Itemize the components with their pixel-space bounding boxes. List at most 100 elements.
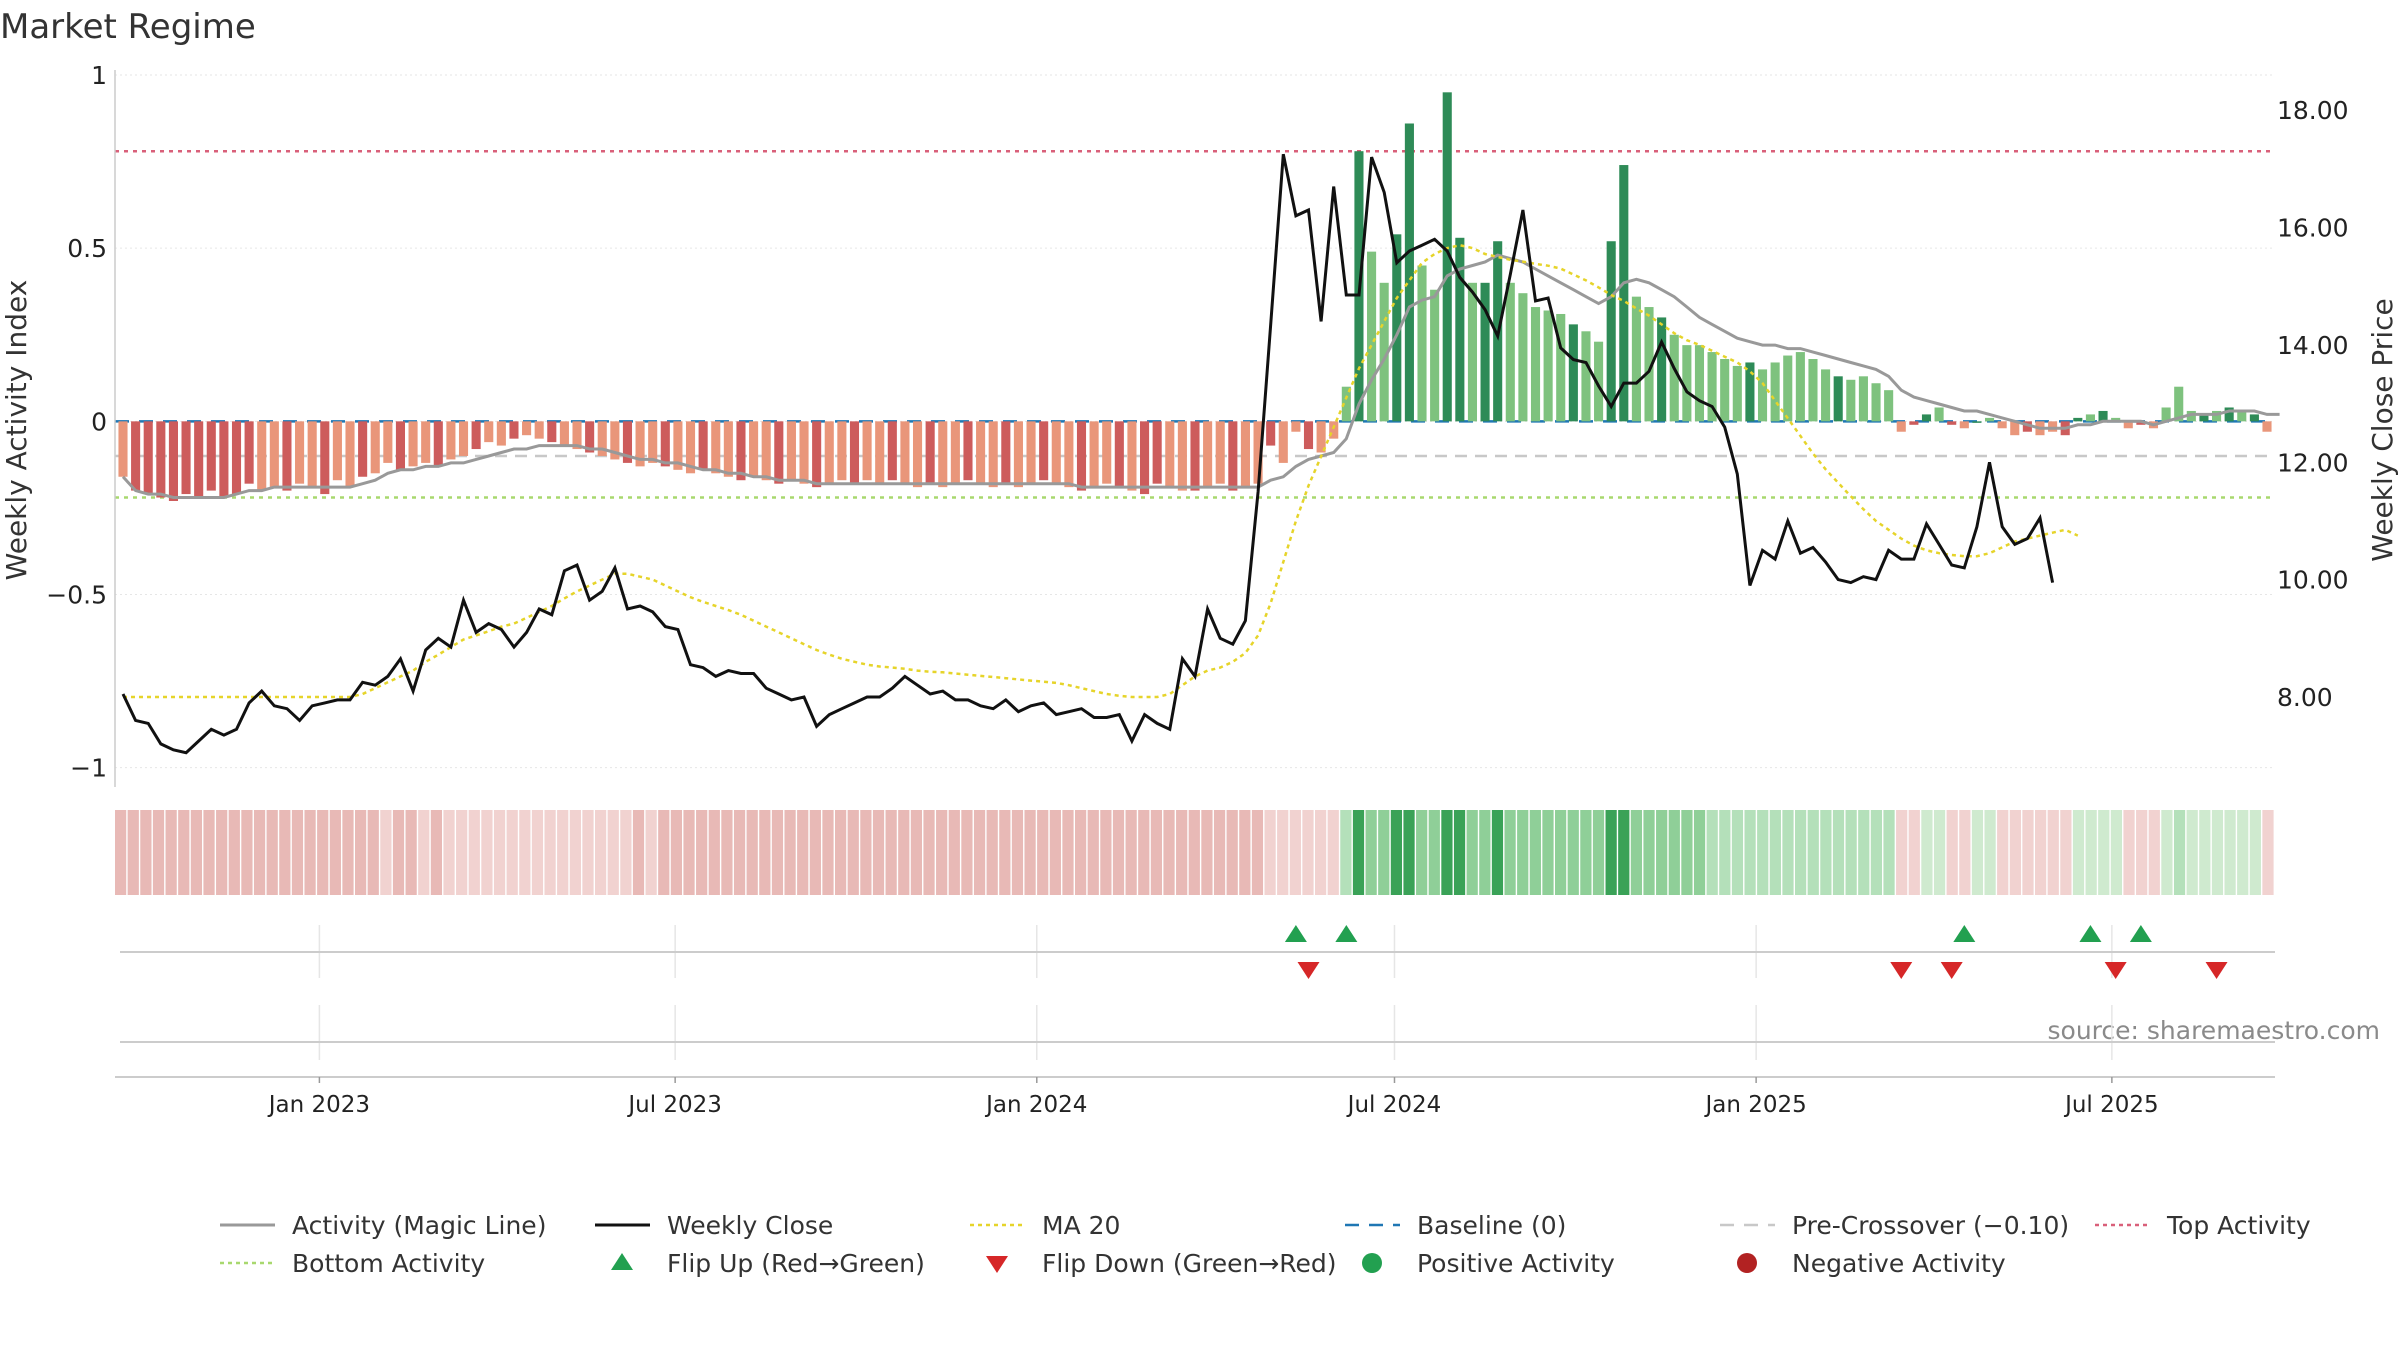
regime-cell (2249, 810, 2261, 895)
flip-down-marker (2205, 962, 2228, 979)
activity-bar (1808, 359, 1818, 422)
regime-cell (1845, 810, 1857, 895)
legend-label: Baseline (0) (1417, 1211, 1566, 1240)
activity-bar (900, 421, 910, 484)
activity-bar (2111, 417, 2121, 422)
activity-bar (1556, 313, 1566, 422)
regime-cell (1150, 810, 1163, 895)
activity-bar (1102, 421, 1112, 484)
regime-cell (317, 810, 329, 895)
activity-bar (786, 421, 796, 481)
flip-up-marker (1335, 925, 1358, 942)
regime-cell (1024, 810, 1036, 895)
flip-down-marker (1940, 962, 1963, 979)
activity-bar (1770, 362, 1780, 422)
activity-bar (1631, 296, 1641, 422)
activity-bar (749, 421, 759, 477)
regime-cell (2148, 810, 2160, 895)
regime-cell (241, 810, 253, 895)
activity-bar (1114, 421, 1124, 488)
regime-cell (1075, 810, 1087, 895)
activity-bar (761, 421, 771, 481)
regime-cell (607, 810, 619, 895)
regime-cell (733, 810, 746, 895)
activity-bar (1795, 352, 1805, 422)
regime-cell (1580, 810, 1592, 895)
legend-swatch-flip-down (986, 1256, 1008, 1273)
activity-bar (1177, 421, 1187, 491)
regime-cell (1555, 810, 1567, 895)
regime-cell (809, 810, 821, 895)
activity-bar (194, 421, 204, 498)
activity-bar (1821, 369, 1831, 422)
activity-bar (1997, 421, 2007, 429)
activity-bar (244, 421, 254, 484)
regime-cell (1277, 810, 1289, 895)
activity-bar (1871, 383, 1881, 422)
legend-swatch-flip-up (611, 1253, 633, 1270)
regime-strip (115, 810, 2274, 895)
activity-bar (2237, 410, 2247, 422)
regime-cell (1491, 810, 1504, 895)
regime-cell (557, 810, 569, 895)
y2-tick-label: 16.00 (2277, 214, 2349, 243)
y2-tick-label: 18.00 (2277, 96, 2349, 125)
regime-cell (2072, 810, 2085, 895)
activity-bar (1278, 421, 1288, 463)
activity-bar (1455, 237, 1465, 422)
activity-bar (1959, 421, 1969, 429)
activity-bar (1026, 421, 1036, 484)
activity-bar (1858, 376, 1868, 422)
regime-cell (140, 810, 152, 895)
activity-bar (1606, 241, 1616, 422)
regime-cell (2199, 810, 2211, 895)
activity-bar (912, 421, 923, 488)
flip-down-marker (2104, 962, 2127, 979)
activity-bar (2085, 414, 2095, 422)
regime-cell (1921, 810, 1933, 895)
legend-label: MA 20 (1042, 1211, 1120, 1240)
activity-bar (547, 421, 557, 443)
activity-bar (1329, 421, 1339, 439)
activity-bar (1581, 331, 1591, 422)
activity-bar (988, 421, 998, 488)
legend-label: Activity (Magic Line) (292, 1211, 546, 1240)
regime-cell (923, 810, 935, 895)
legend-label: Top Activity (2166, 1211, 2311, 1240)
y2-tick-label: 10.00 (2277, 566, 2349, 595)
activity-bar (1367, 251, 1377, 422)
activity-bar (383, 421, 393, 463)
activity-bar (635, 421, 645, 467)
regime-cell (2098, 810, 2110, 895)
regime-cell (835, 810, 847, 895)
regime-cell (228, 810, 240, 895)
regime-cell (1239, 810, 1251, 895)
regime-cell (1946, 810, 1958, 895)
regime-cell (2136, 810, 2148, 895)
regime-cell (1327, 810, 1339, 895)
activity-bar (1984, 417, 1995, 422)
activity-bar (421, 421, 431, 463)
regime-cell (1908, 810, 1920, 895)
activity-bar (862, 421, 872, 481)
activity-bar (1921, 414, 1932, 422)
regime-cell (771, 810, 784, 895)
activity-bar (219, 421, 229, 498)
activity-bar (1089, 421, 1099, 488)
legend-swatch-positive-activity (1362, 1253, 1382, 1273)
activity-bar (295, 421, 305, 484)
activity-bar (408, 421, 418, 467)
activity-bar (723, 421, 733, 477)
activity-bar (1480, 282, 1490, 422)
regime-cell (1163, 810, 1175, 895)
regime-cell (380, 810, 392, 895)
regime-cell (746, 810, 758, 895)
regime-cell (1795, 810, 1807, 895)
regime-cell (885, 810, 897, 895)
regime-cell (645, 810, 657, 895)
regime-cell (456, 810, 468, 895)
regime-cell (2211, 810, 2224, 895)
activity-bar (1039, 421, 1049, 481)
regime-cell (2060, 810, 2072, 895)
regime-cell (1226, 810, 1238, 895)
